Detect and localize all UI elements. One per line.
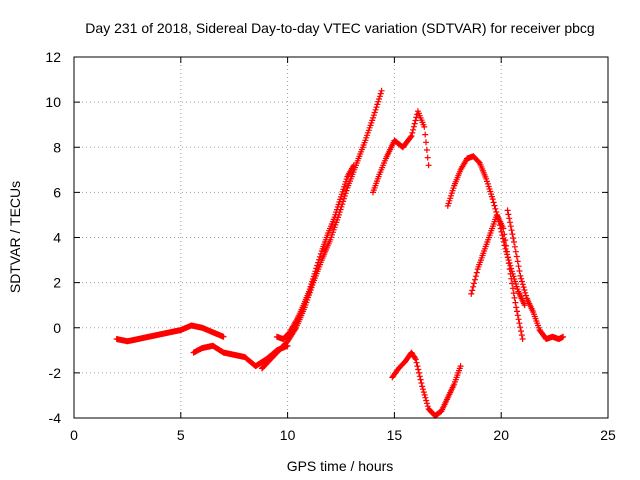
tick-labels: 0 5 10 15 20 25 -4 -2 0 2 4 6 8 10 12 [45,49,616,443]
y-tick-label: 0 [53,320,61,336]
y-tick-label: 8 [53,139,61,155]
series-track-d [273,162,357,342]
x-tick-label: 0 [70,427,78,443]
data-markers [113,322,227,345]
data-markers [504,207,567,342]
y-tick-label: 6 [53,184,61,200]
series-track-f [389,349,464,419]
chart-title: Day 231 of 2018, Sidereal Day-to-day VTE… [85,20,594,36]
x-tick-label: 25 [600,427,616,443]
y-tick-label: 12 [45,49,61,65]
y-tick-label: -4 [49,410,62,426]
series-track-e [370,108,432,196]
y-axis-label: SDTVAR / TECUs [7,181,23,293]
x-tick-label: 15 [387,427,403,443]
y-tick-label: 4 [53,230,61,246]
series-track-a [113,322,227,345]
x-tick-label: 5 [177,427,185,443]
data-points [113,87,567,419]
x-tick-label: 10 [280,427,296,443]
data-markers [389,349,464,419]
axis-ticks [73,56,609,419]
data-markers [273,162,357,342]
series-track-h [468,211,526,342]
y-tick-label: -2 [49,365,62,381]
data-markers [468,211,526,342]
x-axis-label: GPS time / hours [287,458,394,474]
x-tick-label: 20 [493,427,509,443]
data-markers [370,108,432,196]
series-track-i [504,207,567,342]
y-tick-label: 2 [53,275,61,291]
y-tick-label: 10 [45,94,61,110]
